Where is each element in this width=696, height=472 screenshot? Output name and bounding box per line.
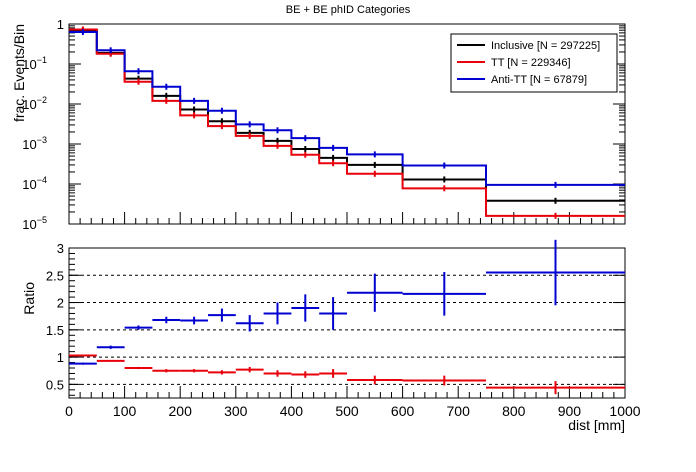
x-axis-label: dist [mm]: [568, 417, 625, 433]
ratio-x-tick-label: 300: [224, 403, 248, 419]
ratio-x-tick-label: 600: [391, 403, 415, 419]
top-y-tick-label: 10−5: [22, 215, 47, 232]
top-y-tick-label: 1: [57, 17, 64, 32]
top-y-tick-base: 10: [22, 217, 36, 232]
ratio-y-tick-label: 3: [57, 241, 64, 256]
ratio-x-tick-label: 800: [502, 403, 526, 419]
top-y-tick-exponent: −2: [37, 95, 47, 105]
ratio-y-tick-label: 2.5: [46, 268, 64, 283]
ratio-x-tick-label: 1000: [609, 403, 640, 419]
ratio-x-tick-label: 400: [280, 403, 304, 419]
top-y-tick-exponent: −5: [37, 215, 47, 225]
ratio-x-tick-label: 900: [558, 403, 582, 419]
top-y-axis-label: frac. Events/Bin: [11, 24, 27, 122]
ratio-x-tick-label: 200: [169, 403, 193, 419]
top-y-tick-label: 10−4: [22, 175, 47, 192]
ratio-x-tick-label: 100: [113, 403, 137, 419]
top-y-tick-exponent: −3: [37, 135, 47, 145]
ratio-x-tick-label: 700: [447, 403, 471, 419]
top-y-tick-exponent: −4: [37, 175, 47, 185]
ratio-panel: 0.5 1 1.5 2 2.5 3 0 100 200 300 400 500 600 700 800 900…: [21, 239, 641, 433]
top-y-tick-base: 1: [57, 17, 64, 32]
ratio-y-tick-label: 1.5: [46, 323, 64, 338]
legend-label-2: Anti-TT [N = 67879]: [491, 74, 587, 86]
top-y-tick-base: 10: [22, 137, 36, 152]
ratio-y-tick-label: 2: [57, 296, 64, 311]
top-y-tick-label: 10−2: [22, 95, 47, 112]
top-y-tick-exponent: −1: [37, 55, 47, 65]
ratio-x-tick-label: 0: [65, 403, 73, 419]
top-y-tick-label: 10−1: [22, 55, 47, 72]
ratio-plot-frame: [68, 247, 626, 399]
legend-label-1: TT [N = 229346]: [491, 57, 571, 69]
ratio-x-tick-label: 500: [335, 403, 359, 419]
top-y-tick-base: 10: [22, 177, 36, 192]
legend-label-0: Inclusive [N = 297225]: [491, 40, 600, 52]
top-y-tick-label: 10−3: [22, 135, 47, 152]
ratio-y-tick-label: 1: [57, 350, 64, 365]
chart-title: BE + BE phID Categories: [286, 4, 411, 16]
top-y-tick-base: 10: [22, 57, 36, 72]
top-y-tick-base: 10: [22, 97, 36, 112]
ratio-y-axis-label: Ratio: [21, 282, 37, 315]
ratio-y-tick-label: 0.5: [46, 377, 64, 392]
